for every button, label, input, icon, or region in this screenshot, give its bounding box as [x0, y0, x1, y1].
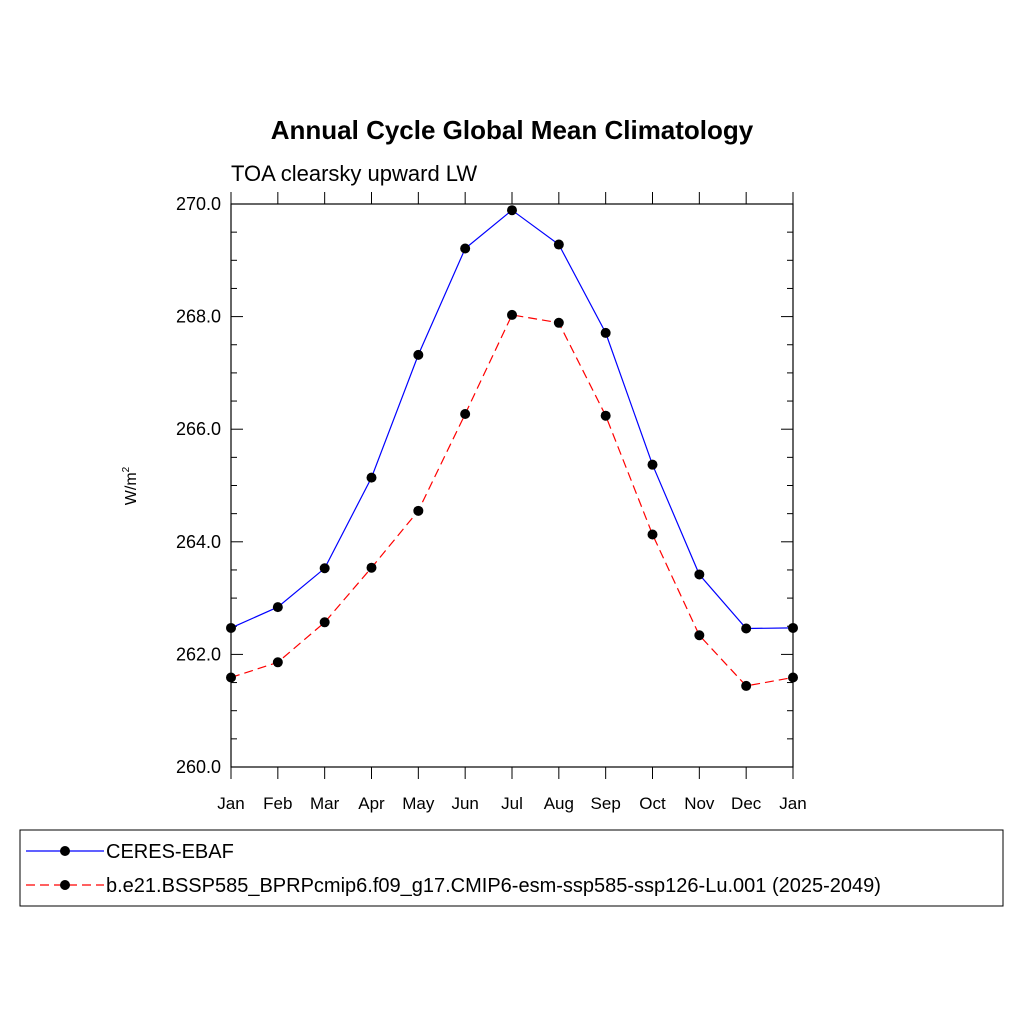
data-point: [694, 630, 705, 641]
series-line: [230, 314, 794, 687]
legend: CERES-EBAF b.e21.BSSP585_BPRPcmip6.f09_g1…: [26, 841, 881, 897]
x-tick-label: Jun: [451, 794, 478, 813]
chart-subtitle: TOA clearsky upward LW: [231, 161, 477, 186]
chart-title: Annual Cycle Global Mean Climatology: [271, 115, 754, 145]
y-tick-label: 262.0: [176, 644, 221, 664]
data-point: [507, 309, 517, 320]
data-point: [272, 657, 283, 668]
plot-frame: [230, 203, 794, 768]
y-tick-label: 270.0: [176, 194, 221, 214]
legend-label: b.e21.BSSP585_BPRPcmip6.f09_g17.CMIP6-es…: [106, 875, 881, 897]
data-point: [788, 622, 798, 633]
svg-text:W/m2: W/m2: [121, 466, 140, 505]
y-tick-label: 264.0: [176, 532, 221, 552]
data-point: [366, 472, 377, 483]
data-point: [741, 680, 752, 691]
data-point: [319, 617, 330, 628]
data-point: [460, 243, 471, 254]
data-point: [366, 562, 377, 573]
data-point: [553, 239, 564, 250]
data-point: [788, 672, 798, 683]
legend-entry-0: CERES-EBAF: [26, 841, 234, 863]
y-tick-label: 266.0: [176, 419, 221, 439]
x-tick-label: Jan: [779, 794, 806, 813]
data-point: [600, 410, 611, 421]
data-point: [226, 622, 236, 633]
x-tick-label: Nov: [684, 794, 715, 813]
data-point: [553, 317, 564, 328]
y-tick-label: 260.0: [176, 757, 221, 777]
y-axis-label: W/m2: [121, 466, 140, 505]
legend-entry-1: b.e21.BSSP585_BPRPcmip6.f09_g17.CMIP6-es…: [26, 875, 881, 897]
data-point: [741, 623, 752, 634]
x-tick-label: Aug: [544, 794, 574, 813]
data-point: [226, 672, 236, 683]
series-line: [230, 209, 794, 630]
legend-label: CERES-EBAF: [106, 841, 234, 863]
data-point: [413, 349, 424, 360]
data-point: [413, 505, 424, 516]
data-point: [694, 569, 705, 580]
x-tick-label: Feb: [263, 794, 292, 813]
legend-box: [19, 829, 1004, 907]
legend-marker: [60, 880, 70, 890]
data-point: [272, 602, 283, 613]
x-tick-label: Jan: [217, 794, 244, 813]
data-point: [319, 563, 330, 574]
series-layer: [226, 205, 798, 691]
data-point: [647, 529, 658, 540]
x-tick-label: Sep: [591, 794, 621, 813]
axes: 270.0 268.0 266.0 264.0 262.0 260.0 Jan Feb Mar A…: [176, 192, 807, 813]
series-1: [226, 309, 798, 691]
data-point: [600, 327, 611, 338]
x-tick-label: Mar: [310, 794, 340, 813]
y-tick-label: 268.0: [176, 307, 221, 327]
x-tick-label: Dec: [731, 794, 762, 813]
x-tick-label: May: [402, 794, 435, 813]
data-point: [460, 408, 471, 419]
x-tick-label: Jul: [501, 794, 523, 813]
y-axis-label-text: W/m: [123, 472, 140, 505]
data-point: [647, 459, 658, 470]
x-tick-label: Oct: [639, 794, 666, 813]
x-tick-label: Apr: [358, 794, 385, 813]
y-axis-label-superscript: 2: [121, 466, 132, 472]
legend-marker: [60, 846, 70, 856]
data-point: [507, 205, 517, 216]
series-0: [226, 205, 798, 634]
